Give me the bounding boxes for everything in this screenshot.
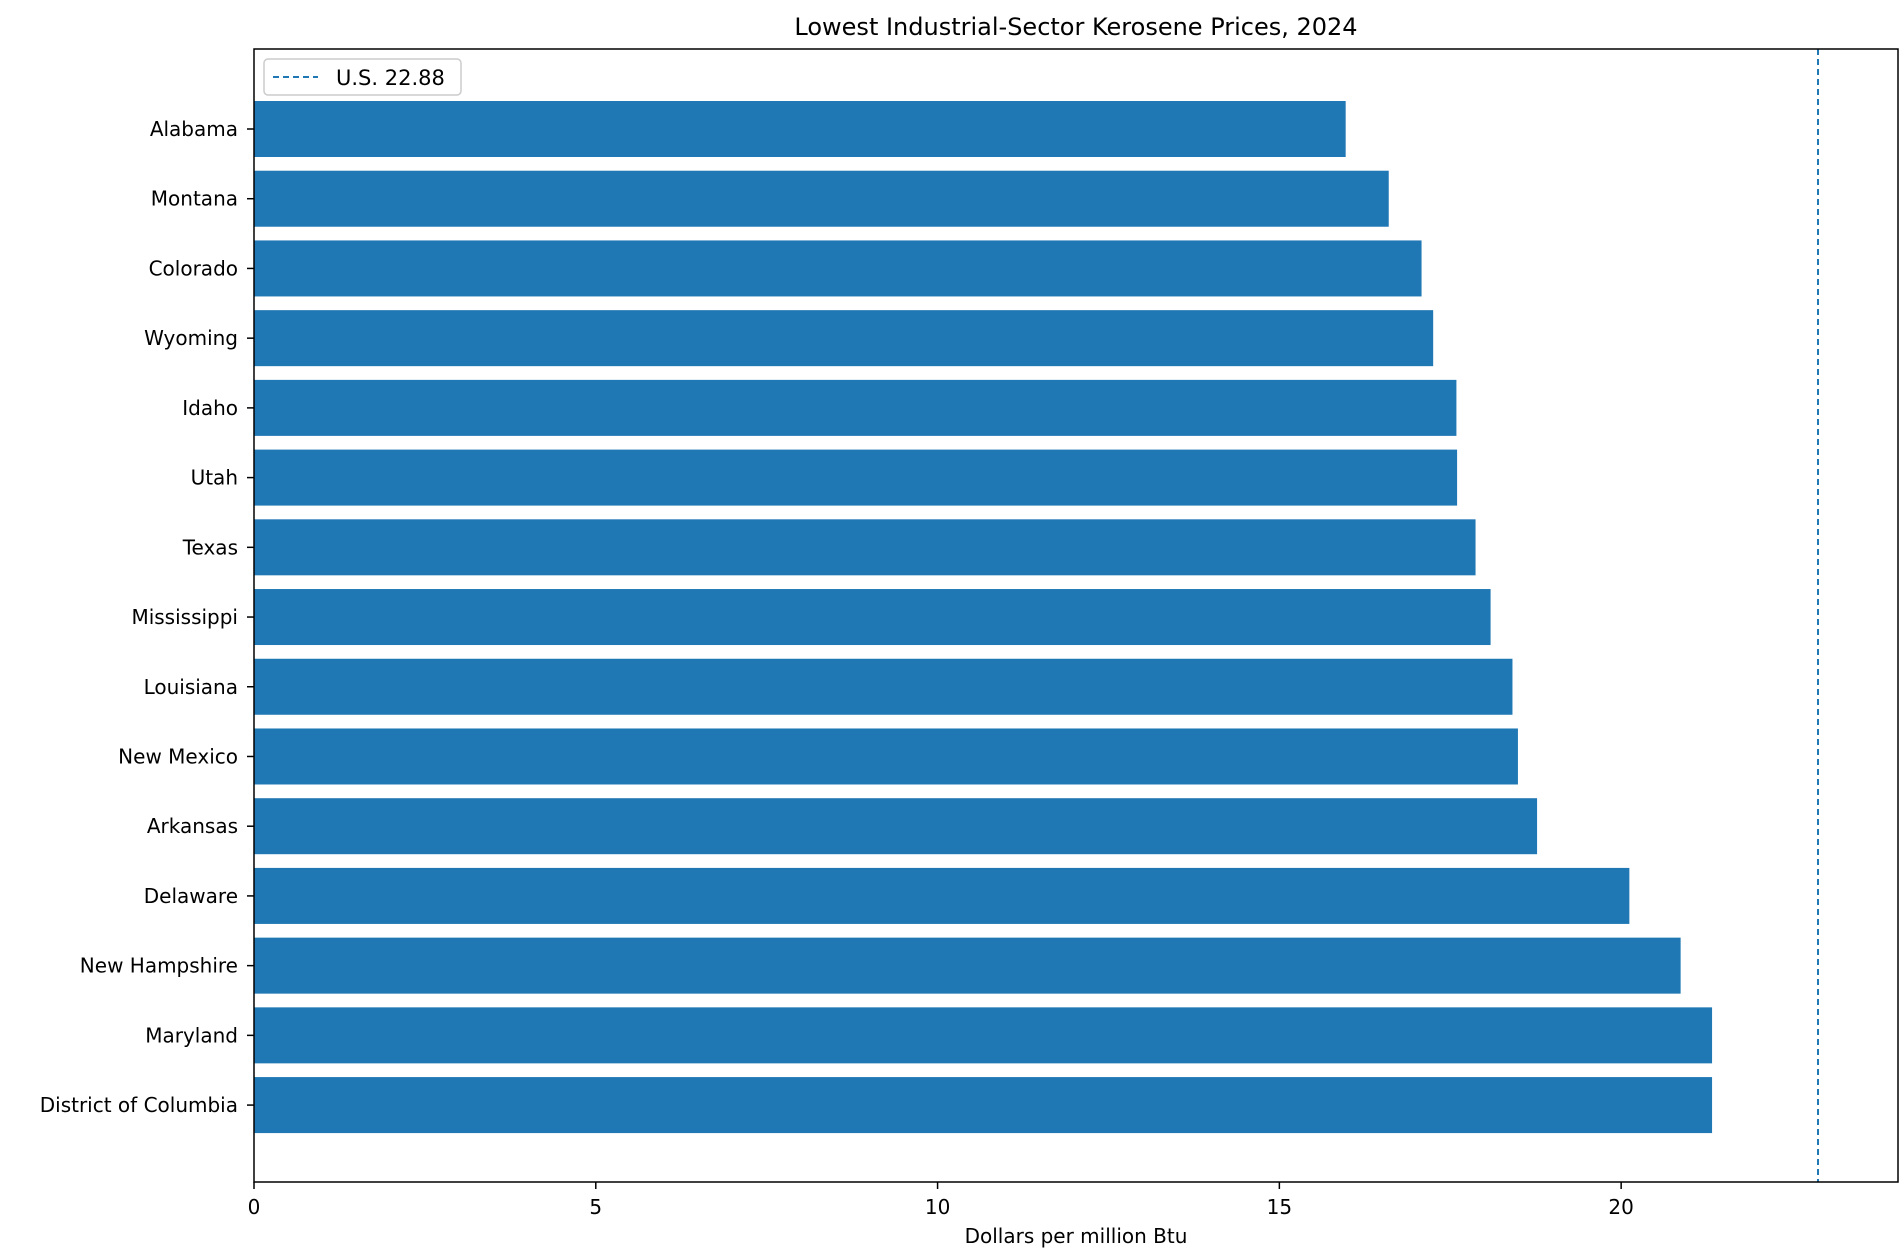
legend-box: [263, 58, 462, 96]
y-tick-label: Idaho: [182, 396, 238, 420]
bar-new-mexico: [254, 728, 1518, 785]
y-tick-label: District of Columbia: [40, 1093, 238, 1117]
y-tick-label: Louisiana: [144, 675, 238, 699]
bar-new-hampshire: [254, 937, 1681, 994]
y-axis: Alabama Montana Colorado Wyoming Idaho Utah Te…: [40, 117, 254, 1117]
bar-louisiana: [254, 658, 1513, 715]
bar-mississippi: [254, 589, 1491, 646]
y-tick-label: Maryland: [145, 1023, 238, 1047]
y-tick-label: New Mexico: [118, 744, 238, 768]
bar-montana: [254, 170, 1389, 227]
bar-colorado: [254, 240, 1422, 297]
y-tick-label: Mississippi: [131, 605, 238, 629]
x-axis-label: Dollars per million Btu: [965, 1224, 1188, 1248]
x-axis: 0 5 10 15 20: [248, 1182, 1634, 1219]
y-tick-label: Alabama: [150, 117, 238, 141]
bar-delaware: [254, 867, 1630, 924]
y-tick-label: Delaware: [144, 884, 238, 908]
x-tick-label: 5: [589, 1195, 602, 1219]
bars-group: [254, 101, 1713, 1134]
bar-idaho: [254, 379, 1457, 436]
bar-utah: [254, 449, 1458, 506]
y-tick-label: Wyoming: [144, 326, 238, 350]
y-tick-label: Utah: [191, 466, 238, 490]
x-tick-label: 15: [1267, 1195, 1292, 1219]
bar-district-of-columbia: [254, 1077, 1713, 1134]
x-tick-label: 10: [925, 1195, 950, 1219]
y-tick-label: Colorado: [149, 256, 238, 280]
y-tick-label: Arkansas: [147, 814, 238, 838]
x-tick-label: 20: [1608, 1195, 1633, 1219]
y-tick-label: New Hampshire: [80, 954, 238, 978]
bar-maryland: [254, 1007, 1713, 1064]
plot-area-frame: [253, 48, 1899, 1183]
legend: U.S. 22.88: [263, 58, 462, 96]
legend-label: U.S. 22.88: [336, 66, 445, 90]
chart-title: Lowest Industrial-Sector Kerosene Prices…: [794, 13, 1357, 41]
bar-alabama: [254, 101, 1346, 157]
bar-texas: [254, 519, 1476, 576]
y-tick-label: Montana: [151, 187, 238, 211]
bar-arkansas: [254, 798, 1538, 855]
x-tick-label: 0: [248, 1195, 261, 1219]
y-tick-label: Texas: [182, 535, 238, 559]
bar-wyoming: [254, 310, 1434, 367]
